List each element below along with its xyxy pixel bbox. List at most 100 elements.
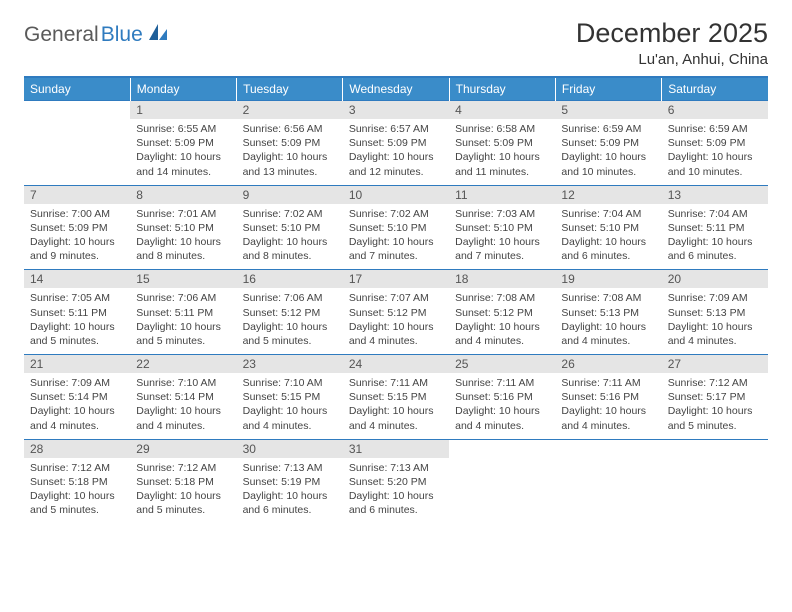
day-number: 17 xyxy=(343,270,449,288)
daylight-text: Daylight: 10 hours and 13 minutes. xyxy=(243,150,337,178)
daylight-text: Daylight: 10 hours and 5 minutes. xyxy=(136,489,230,517)
day-cell-header: 4 xyxy=(449,101,555,120)
day-details: Sunrise: 7:10 AMSunset: 5:14 PMDaylight:… xyxy=(130,373,236,439)
day-details xyxy=(449,458,555,524)
day-details: Sunrise: 7:13 AMSunset: 5:19 PMDaylight:… xyxy=(237,458,343,524)
sunrise-text: Sunrise: 7:11 AM xyxy=(455,376,549,390)
week-number-row: 78910111213 xyxy=(24,185,768,204)
day-cell-header: 2 xyxy=(237,101,343,120)
day-details: Sunrise: 7:12 AMSunset: 5:18 PMDaylight:… xyxy=(24,458,130,524)
week-body-row: Sunrise: 7:12 AMSunset: 5:18 PMDaylight:… xyxy=(24,458,768,524)
sunset-text: Sunset: 5:20 PM xyxy=(349,475,443,489)
day-cell-body: Sunrise: 7:11 AMSunset: 5:16 PMDaylight:… xyxy=(449,373,555,439)
day-details: Sunrise: 6:57 AMSunset: 5:09 PMDaylight:… xyxy=(343,119,449,185)
sunset-text: Sunset: 5:09 PM xyxy=(455,136,549,150)
sunset-text: Sunset: 5:18 PM xyxy=(136,475,230,489)
daylight-text: Daylight: 10 hours and 4 minutes. xyxy=(349,320,443,348)
day-cell-body: Sunrise: 7:04 AMSunset: 5:10 PMDaylight:… xyxy=(555,204,661,270)
day-details: Sunrise: 7:10 AMSunset: 5:15 PMDaylight:… xyxy=(237,373,343,439)
day-details: Sunrise: 7:05 AMSunset: 5:11 PMDaylight:… xyxy=(24,288,130,354)
day-cell-header xyxy=(449,439,555,458)
day-number: 2 xyxy=(237,101,343,119)
sunset-text: Sunset: 5:11 PM xyxy=(30,306,124,320)
calendar-table: Sunday Monday Tuesday Wednesday Thursday… xyxy=(24,76,768,523)
sunrise-text: Sunrise: 7:04 AM xyxy=(668,207,762,221)
daylight-text: Daylight: 10 hours and 5 minutes. xyxy=(243,320,337,348)
day-cell-body xyxy=(555,458,661,524)
day-details xyxy=(662,458,768,524)
day-details: Sunrise: 7:04 AMSunset: 5:11 PMDaylight:… xyxy=(662,204,768,270)
day-cell-body: Sunrise: 7:00 AMSunset: 5:09 PMDaylight:… xyxy=(24,204,130,270)
day-details: Sunrise: 7:12 AMSunset: 5:17 PMDaylight:… xyxy=(662,373,768,439)
day-header: Saturday xyxy=(662,77,768,101)
day-details xyxy=(555,458,661,524)
day-cell-body xyxy=(662,458,768,524)
daylight-text: Daylight: 10 hours and 4 minutes. xyxy=(561,320,655,348)
day-number xyxy=(24,101,130,119)
day-details: Sunrise: 7:02 AMSunset: 5:10 PMDaylight:… xyxy=(343,204,449,270)
sunrise-text: Sunrise: 7:11 AM xyxy=(349,376,443,390)
day-cell-header: 24 xyxy=(343,355,449,374)
day-cell-header: 11 xyxy=(449,185,555,204)
daylight-text: Daylight: 10 hours and 7 minutes. xyxy=(455,235,549,263)
daylight-text: Daylight: 10 hours and 6 minutes. xyxy=(349,489,443,517)
daylight-text: Daylight: 10 hours and 7 minutes. xyxy=(349,235,443,263)
daylight-text: Daylight: 10 hours and 4 minutes. xyxy=(668,320,762,348)
day-cell-header xyxy=(662,439,768,458)
week-body-row: Sunrise: 7:05 AMSunset: 5:11 PMDaylight:… xyxy=(24,288,768,354)
day-details: Sunrise: 7:02 AMSunset: 5:10 PMDaylight:… xyxy=(237,204,343,270)
day-cell-header: 1 xyxy=(130,101,236,120)
day-cell-body: Sunrise: 7:13 AMSunset: 5:20 PMDaylight:… xyxy=(343,458,449,524)
day-cell-header: 13 xyxy=(662,185,768,204)
day-header-row: Sunday Monday Tuesday Wednesday Thursday… xyxy=(24,77,768,101)
day-cell-header: 16 xyxy=(237,270,343,289)
day-number: 20 xyxy=(662,270,768,288)
day-number: 1 xyxy=(130,101,236,119)
sunrise-text: Sunrise: 7:05 AM xyxy=(30,291,124,305)
daylight-text: Daylight: 10 hours and 4 minutes. xyxy=(30,404,124,432)
sunrise-text: Sunrise: 7:01 AM xyxy=(136,207,230,221)
day-cell-body: Sunrise: 7:11 AMSunset: 5:15 PMDaylight:… xyxy=(343,373,449,439)
sunset-text: Sunset: 5:09 PM xyxy=(349,136,443,150)
day-number: 9 xyxy=(237,186,343,204)
day-details: Sunrise: 7:04 AMSunset: 5:10 PMDaylight:… xyxy=(555,204,661,270)
sunset-text: Sunset: 5:15 PM xyxy=(243,390,337,404)
sunset-text: Sunset: 5:10 PM xyxy=(349,221,443,235)
sunset-text: Sunset: 5:09 PM xyxy=(668,136,762,150)
day-cell-header: 8 xyxy=(130,185,236,204)
sunrise-text: Sunrise: 7:11 AM xyxy=(561,376,655,390)
day-cell-body: Sunrise: 7:12 AMSunset: 5:18 PMDaylight:… xyxy=(130,458,236,524)
sail-icon xyxy=(147,22,169,47)
day-cell-body: Sunrise: 7:02 AMSunset: 5:10 PMDaylight:… xyxy=(343,204,449,270)
day-cell-body: Sunrise: 7:02 AMSunset: 5:10 PMDaylight:… xyxy=(237,204,343,270)
day-cell-body: Sunrise: 6:55 AMSunset: 5:09 PMDaylight:… xyxy=(130,119,236,185)
day-cell-header: 10 xyxy=(343,185,449,204)
day-details: Sunrise: 6:59 AMSunset: 5:09 PMDaylight:… xyxy=(662,119,768,185)
sunrise-text: Sunrise: 7:09 AM xyxy=(30,376,124,390)
day-number: 15 xyxy=(130,270,236,288)
sunrise-text: Sunrise: 6:59 AM xyxy=(561,122,655,136)
day-number: 31 xyxy=(343,440,449,458)
day-cell-body: Sunrise: 7:13 AMSunset: 5:19 PMDaylight:… xyxy=(237,458,343,524)
day-number: 16 xyxy=(237,270,343,288)
day-details: Sunrise: 6:59 AMSunset: 5:09 PMDaylight:… xyxy=(555,119,661,185)
sunrise-text: Sunrise: 7:07 AM xyxy=(349,291,443,305)
daylight-text: Daylight: 10 hours and 4 minutes. xyxy=(349,404,443,432)
day-number: 28 xyxy=(24,440,130,458)
day-details: Sunrise: 6:58 AMSunset: 5:09 PMDaylight:… xyxy=(449,119,555,185)
day-cell-header: 21 xyxy=(24,355,130,374)
daylight-text: Daylight: 10 hours and 4 minutes. xyxy=(561,404,655,432)
sunset-text: Sunset: 5:09 PM xyxy=(30,221,124,235)
day-number: 26 xyxy=(555,355,661,373)
day-details: Sunrise: 7:11 AMSunset: 5:16 PMDaylight:… xyxy=(555,373,661,439)
sunset-text: Sunset: 5:11 PM xyxy=(136,306,230,320)
day-cell-body: Sunrise: 7:06 AMSunset: 5:12 PMDaylight:… xyxy=(237,288,343,354)
day-cell-body: Sunrise: 7:06 AMSunset: 5:11 PMDaylight:… xyxy=(130,288,236,354)
day-number: 4 xyxy=(449,101,555,119)
day-cell-body: Sunrise: 6:57 AMSunset: 5:09 PMDaylight:… xyxy=(343,119,449,185)
sunset-text: Sunset: 5:13 PM xyxy=(668,306,762,320)
daylight-text: Daylight: 10 hours and 10 minutes. xyxy=(668,150,762,178)
day-number: 12 xyxy=(555,186,661,204)
sunrise-text: Sunrise: 7:02 AM xyxy=(243,207,337,221)
day-number: 24 xyxy=(343,355,449,373)
